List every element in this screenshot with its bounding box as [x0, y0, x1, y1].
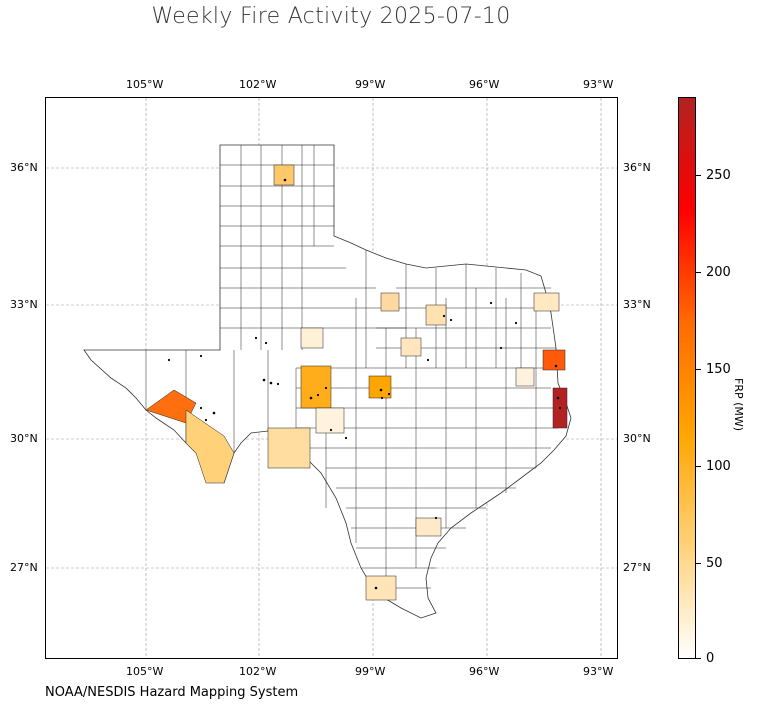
colorbar — [678, 97, 696, 659]
lon-tick-bottom-99: 99°W — [355, 665, 386, 678]
county-tomgreen — [315, 407, 345, 434]
colorbar-tickmark — [696, 175, 701, 176]
colorbar-tickmark — [696, 563, 701, 564]
lon-tick-top-99: 99°W — [355, 78, 386, 91]
chart-title: Weekly Fire Activity 2025-07-10 — [151, 4, 511, 29]
fire-detections — [167, 178, 562, 590]
county-crockett — [267, 427, 311, 469]
colorbar-tickmark — [696, 658, 701, 659]
county-liberty — [515, 367, 535, 387]
lat-tick-left-27: 27°N — [10, 561, 38, 574]
county-newton — [542, 349, 566, 371]
colorbar-tick-150: 150 — [706, 362, 731, 377]
county-presidio — [145, 389, 197, 424]
colorbar-tick-50: 50 — [706, 556, 723, 571]
county-moore — [273, 164, 295, 186]
credit-text: NOAA/NESDIS Hazard Mapping System — [45, 685, 299, 700]
lon-tick-top-96: 96°W — [469, 78, 500, 91]
colorbar-tick-200: 200 — [706, 265, 731, 280]
lat-tick-right-33: 33°N — [623, 298, 651, 311]
lon-tick-bottom-96: 96°W — [469, 665, 500, 678]
lat-tick-right-27: 27°N — [623, 561, 651, 574]
colorbar-tickmark — [696, 272, 701, 273]
county-glasscock — [300, 365, 332, 409]
colorbar-label: FRP (MW) — [732, 378, 745, 432]
colorbar-tick-250: 250 — [706, 168, 731, 183]
lat-tick-right-30: 30°N — [623, 432, 651, 445]
county-wise — [400, 337, 422, 357]
county-kleberg — [415, 517, 442, 537]
county-nolan — [300, 327, 324, 349]
county-smith — [533, 292, 560, 312]
colorbar-tickmark — [696, 466, 701, 467]
lon-tick-top-102: 102°W — [239, 78, 277, 91]
colorbar-tick-100: 100 — [706, 459, 731, 474]
lon-tick-top-105: 105°W — [126, 78, 164, 91]
colorbar-tickmark — [696, 369, 701, 370]
county-mills — [425, 304, 447, 326]
lon-tick-bottom-105: 105°W — [126, 665, 164, 678]
county-lee — [380, 292, 400, 312]
colorbar-tick-0: 0 — [706, 651, 715, 666]
county-brewster — [185, 409, 235, 484]
lat-tick-left-36: 36°N — [10, 161, 38, 174]
lon-tick-bottom-102: 102°W — [239, 665, 277, 678]
texas-map — [46, 98, 617, 658]
county-hidalgo — [365, 575, 397, 601]
lat-tick-left-33: 33°N — [10, 298, 38, 311]
lat-tick-left-30: 30°N — [10, 432, 38, 445]
county-brown — [368, 375, 392, 399]
lon-tick-top-93: 93°W — [583, 78, 614, 91]
map-panel — [45, 97, 618, 659]
lon-tick-bottom-93: 93°W — [583, 665, 614, 678]
lat-tick-right-36: 36°N — [623, 161, 651, 174]
